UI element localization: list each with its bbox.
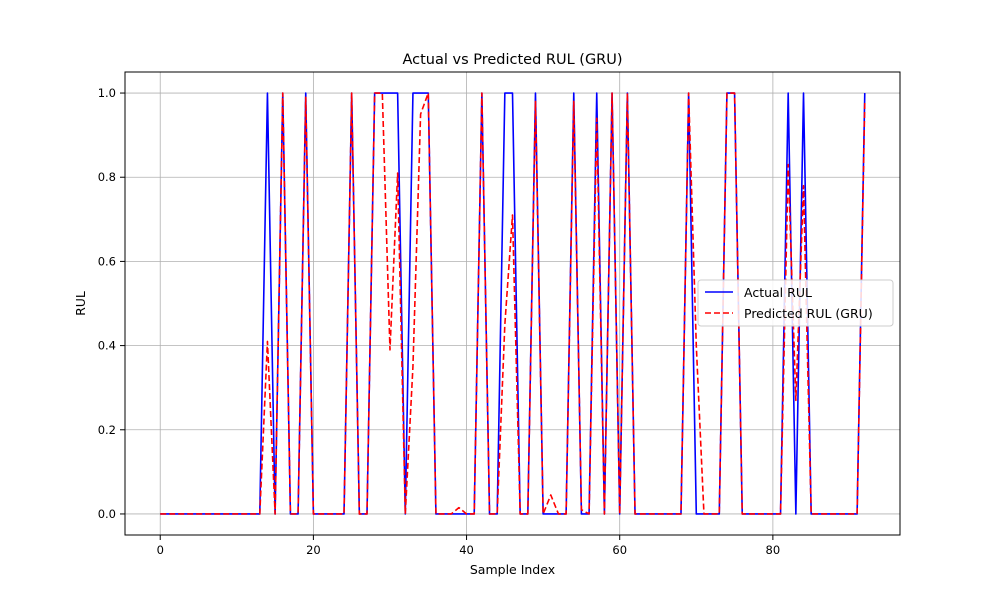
x-tick-label: 80 xyxy=(766,543,781,557)
legend: Actual RUL Predicted RUL (GRU) xyxy=(697,279,894,327)
x-tick-label: 20 xyxy=(306,543,321,557)
x-axis-label: Sample Index xyxy=(470,562,555,577)
y-tick-label: 0.2 xyxy=(98,423,116,437)
series-layer xyxy=(160,92,866,515)
x-tick-label: 40 xyxy=(459,543,474,557)
x-tick-label: 0 xyxy=(157,543,164,557)
y-tick-label: 1.0 xyxy=(98,86,116,100)
plot-frame xyxy=(124,71,901,536)
y-tick-label: 0.4 xyxy=(98,339,116,353)
y-tick-label: 0.0 xyxy=(98,507,116,521)
y-axis-label: RUL xyxy=(73,291,88,316)
legend-label-actual: Actual RUL xyxy=(744,285,812,300)
y-axis-ticks: 0.0 0.2 0.4 0.6 0.8 1.0 xyxy=(98,86,125,521)
chart-title: Actual vs Predicted RUL (GRU) xyxy=(402,52,622,68)
x-axis-ticks: 0 20 40 60 80 xyxy=(157,535,781,557)
x-tick-label: 60 xyxy=(612,543,627,557)
y-tick-label: 0.6 xyxy=(98,254,116,268)
series-line-predicted xyxy=(160,92,866,515)
legend-label-predicted: Predicted RUL (GRU) xyxy=(744,306,873,321)
legend-box xyxy=(697,279,894,327)
y-tick-label: 0.8 xyxy=(98,170,116,184)
